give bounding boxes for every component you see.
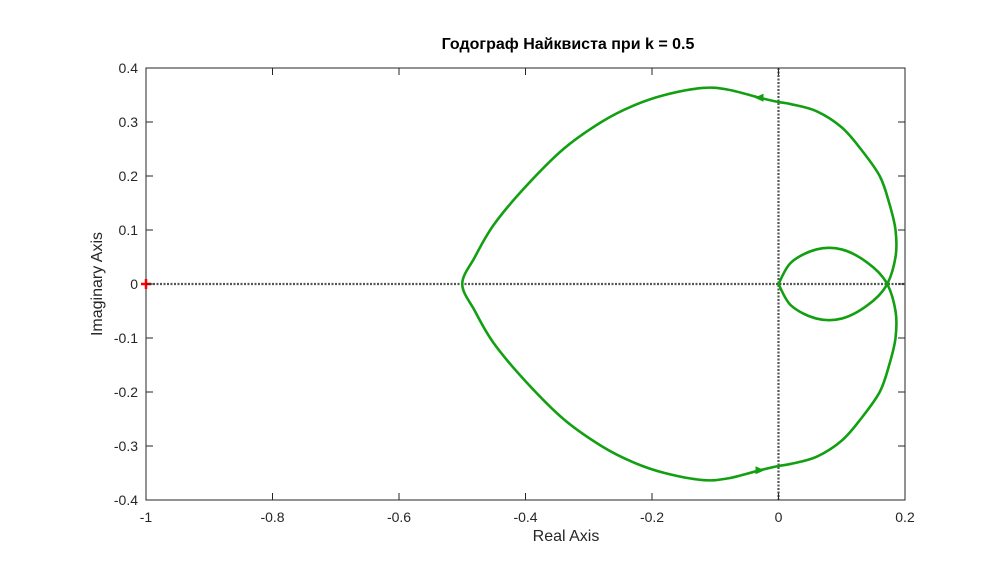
x-tick-label: -0.2 [640,509,664,525]
chart-title: Годограф Найквиста при k = 0.5 [442,36,695,53]
reference-lines [146,68,905,500]
y-tick-label: 0.4 [119,60,139,76]
x-axis-label: Real Axis [533,528,600,545]
x-tick-label: -0.4 [513,509,537,525]
x-tick-label: -0.6 [387,509,411,525]
y-axis-label: Imaginary Axis [89,232,106,336]
direction-arrow-0 [754,93,764,102]
y-tick-label: -0.1 [114,330,138,346]
y-tick-label: 0.3 [119,114,139,130]
x-tick-label: 0 [775,509,783,525]
y-tick-label: 0 [130,276,138,292]
x-tick-label: 0.2 [895,509,915,525]
y-tick-label: -0.4 [114,492,138,508]
y-tick-label: 0.2 [119,168,139,184]
y-tick-label: 0.1 [119,222,139,238]
x-tick-label: -0.8 [260,509,284,525]
x-tick-label: -1 [140,509,153,525]
y-tick-label: -0.3 [114,438,138,454]
y-axis-ticks: -0.4 -0.3 -0.2 -0.1 0 0.1 0.2 0.3 0.4 [114,60,905,508]
x-axis-ticks: -1 -0.8 -0.6 -0.4 -0.2 0 0.2 [140,68,915,525]
direction-arrow-1 [755,466,765,475]
nyquist-curve-series-0 [460,86,898,482]
y-tick-label: -0.2 [114,384,138,400]
